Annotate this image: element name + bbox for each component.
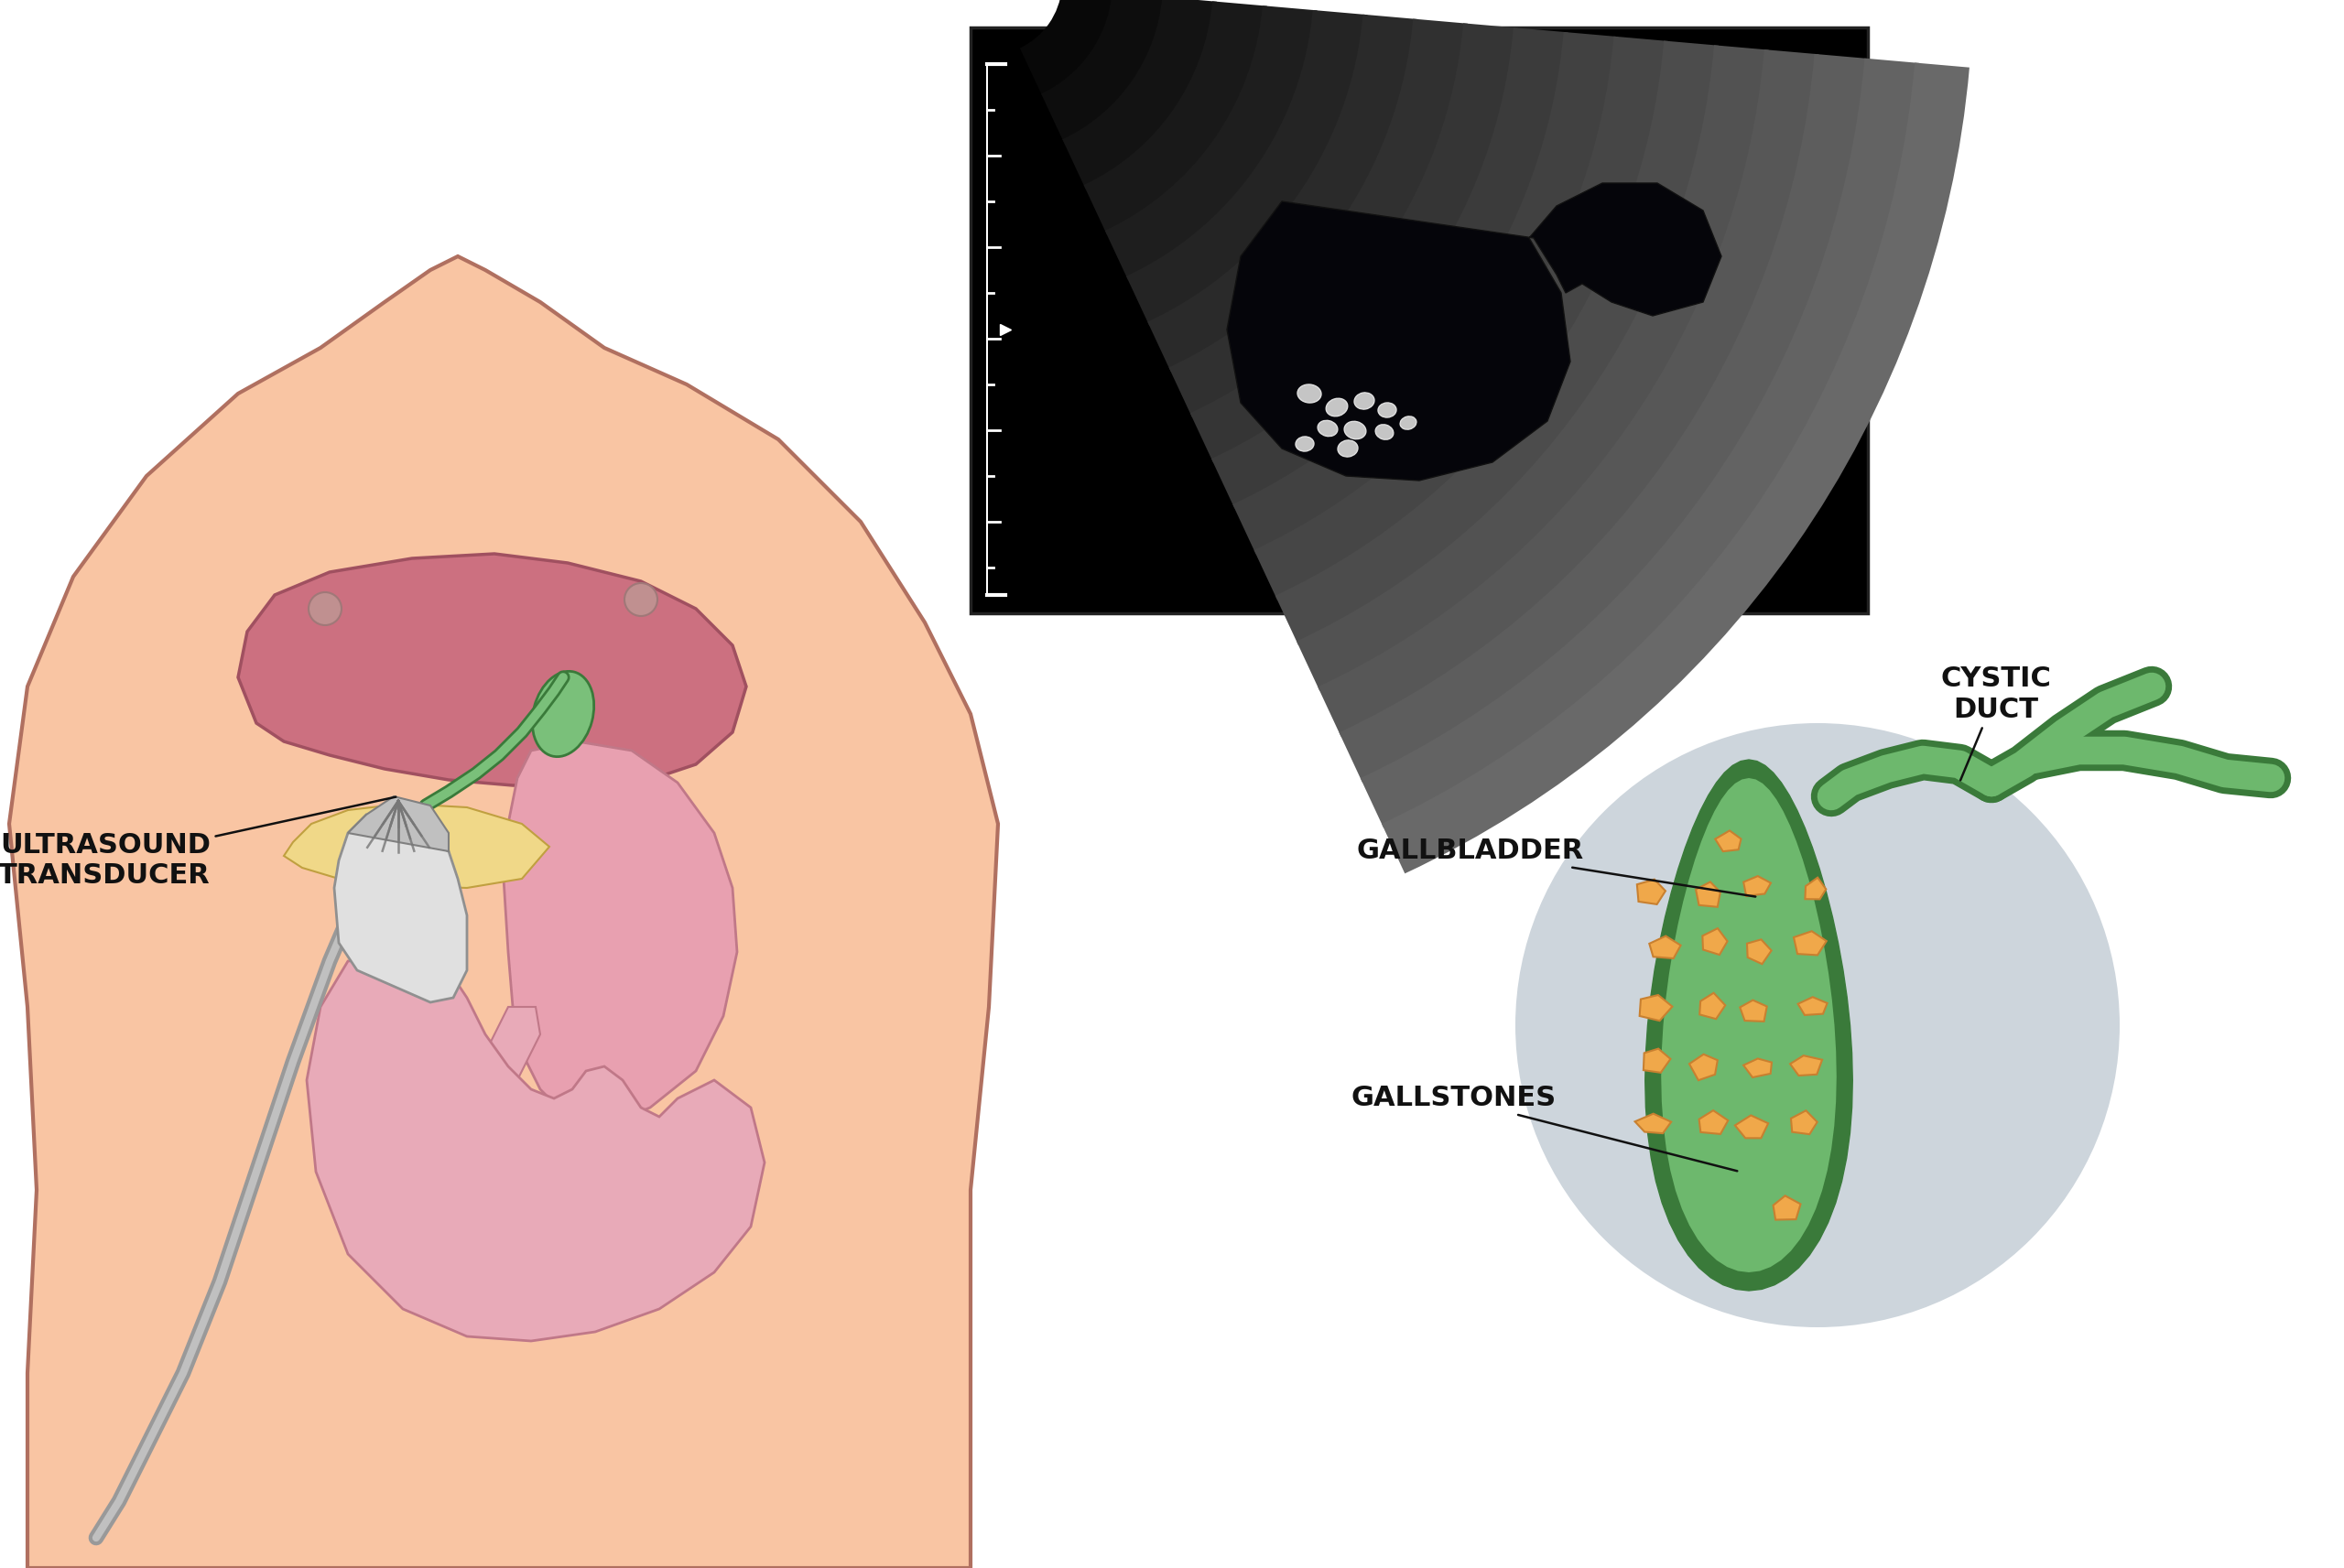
Polygon shape [1739, 1000, 1767, 1021]
Polygon shape [1699, 1110, 1728, 1134]
Wedge shape [1062, 0, 1217, 190]
Polygon shape [1638, 996, 1671, 1021]
Circle shape [624, 583, 656, 616]
Polygon shape [1645, 760, 1852, 1290]
Wedge shape [1275, 41, 1718, 646]
Wedge shape [1125, 9, 1367, 326]
Wedge shape [1338, 53, 1868, 782]
Polygon shape [1798, 997, 1828, 1014]
Wedge shape [1020, 0, 1116, 97]
Polygon shape [9, 256, 999, 1568]
Ellipse shape [1327, 398, 1348, 416]
Circle shape [1514, 723, 2119, 1327]
Wedge shape [1233, 31, 1617, 554]
Polygon shape [347, 797, 448, 851]
Polygon shape [1662, 778, 1838, 1272]
Circle shape [309, 593, 342, 626]
Text: GALLSTONES: GALLSTONES [1352, 1085, 1737, 1171]
Wedge shape [1360, 58, 1920, 828]
Wedge shape [1083, 2, 1268, 235]
Polygon shape [1746, 939, 1772, 964]
Polygon shape [1643, 1049, 1671, 1073]
Wedge shape [1041, 0, 1167, 143]
Polygon shape [239, 554, 745, 787]
Ellipse shape [1338, 441, 1357, 456]
Polygon shape [1805, 878, 1826, 898]
Polygon shape [1699, 993, 1725, 1019]
Polygon shape [1226, 183, 1720, 480]
Polygon shape [441, 1007, 539, 1290]
Ellipse shape [1343, 422, 1367, 439]
Text: GALLBLADDER: GALLBLADDER [1357, 837, 1756, 897]
Polygon shape [1735, 1115, 1767, 1138]
Polygon shape [1791, 1110, 1817, 1134]
Polygon shape [1695, 881, 1720, 906]
Ellipse shape [1317, 420, 1338, 436]
Polygon shape [1716, 831, 1742, 851]
Polygon shape [1690, 1054, 1718, 1080]
Polygon shape [1702, 928, 1728, 955]
Polygon shape [1791, 1055, 1821, 1076]
Polygon shape [335, 815, 466, 1002]
Polygon shape [1744, 877, 1770, 895]
Wedge shape [1254, 36, 1669, 599]
Polygon shape [307, 956, 764, 1341]
Ellipse shape [1376, 425, 1392, 439]
Ellipse shape [1355, 392, 1374, 409]
Wedge shape [1170, 19, 1467, 417]
Polygon shape [1793, 931, 1826, 955]
Wedge shape [1191, 24, 1519, 463]
Wedge shape [1317, 50, 1819, 737]
Polygon shape [1772, 1196, 1800, 1220]
Polygon shape [1636, 1113, 1671, 1134]
Text: CYSTIC
DUCT: CYSTIC DUCT [1941, 666, 2051, 781]
Ellipse shape [1399, 417, 1416, 430]
Polygon shape [1744, 1058, 1772, 1077]
Polygon shape [284, 804, 548, 887]
Ellipse shape [1378, 403, 1397, 417]
Polygon shape [1650, 936, 1681, 958]
Ellipse shape [1299, 384, 1322, 403]
Wedge shape [1104, 6, 1317, 281]
Wedge shape [1212, 28, 1568, 508]
Bar [970, 28, 1868, 613]
Polygon shape [1636, 880, 1667, 905]
Ellipse shape [1296, 436, 1315, 452]
Ellipse shape [532, 671, 593, 757]
Wedge shape [1149, 14, 1418, 372]
Text: ULTRASOUND
TRANSDUCER: ULTRASOUND TRANSDUCER [0, 797, 396, 889]
Wedge shape [1296, 45, 1770, 691]
Wedge shape [1381, 63, 1969, 873]
Polygon shape [504, 742, 736, 1126]
